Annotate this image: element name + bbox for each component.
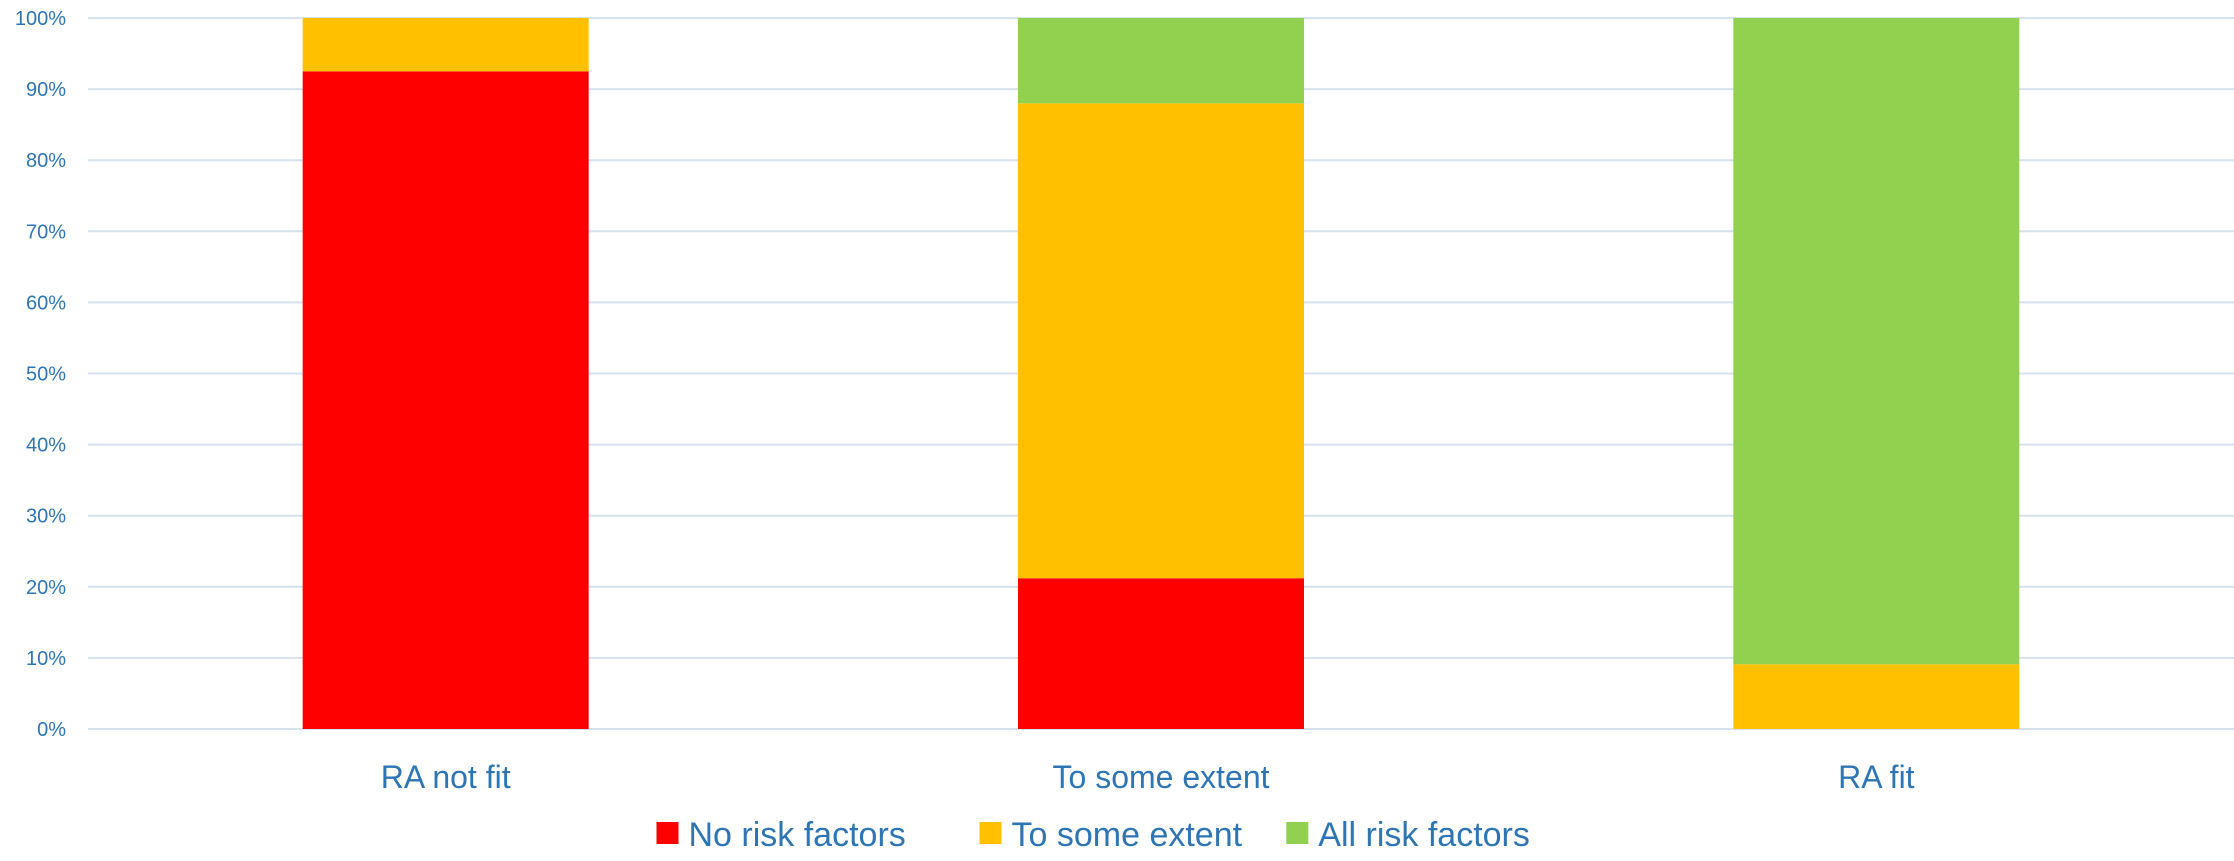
- legend-label: To some extent: [1012, 816, 1243, 854]
- legend-swatch: [979, 822, 1002, 844]
- x-category-label: To some extent: [1053, 759, 1270, 795]
- legend: No risk factors To some extent All risk fa…: [656, 816, 1530, 854]
- y-tick-label: 0%: [37, 719, 66, 741]
- legend-swatch: [656, 822, 679, 844]
- y-tick-label: 20%: [26, 577, 66, 599]
- legend-item: To some extent: [979, 816, 1243, 854]
- legend-item: All risk factors: [1286, 816, 1530, 854]
- bar-segment: [1018, 103, 1304, 579]
- bar-segment: [1733, 18, 2020, 665]
- bar-segment: [1733, 664, 2020, 729]
- y-tick-label: 60%: [26, 292, 66, 314]
- y-tick-label: 90%: [26, 79, 66, 101]
- bar-segment: [1018, 578, 1304, 729]
- bar-segment: [1018, 18, 1304, 104]
- y-tick-label: 30%: [26, 506, 66, 528]
- bars: [302, 18, 2020, 729]
- legend-item: No risk factors: [656, 816, 906, 854]
- y-tick-label: 10%: [26, 648, 66, 670]
- x-category-label: RA fit: [1838, 759, 1915, 795]
- y-tick-label: 50%: [26, 364, 66, 386]
- y-tick-label: 80%: [26, 150, 66, 172]
- x-axis-labels: RA not fit To some extent RA fit: [381, 759, 1915, 795]
- legend-label: No risk factors: [689, 816, 906, 854]
- legend-swatch: [1286, 822, 1309, 844]
- bar-segment: [302, 71, 589, 729]
- y-axis-ticks: 0% 10% 20% 30% 40% 50% 60% 70% 80% 90% 100%: [15, 8, 66, 741]
- y-tick-label: 40%: [26, 435, 66, 457]
- legend-label: All risk factors: [1318, 816, 1530, 854]
- y-tick-label: 70%: [26, 221, 66, 243]
- y-tick-label: 100%: [15, 8, 66, 30]
- x-category-label: RA not fit: [381, 759, 511, 795]
- bar-segment: [302, 18, 589, 72]
